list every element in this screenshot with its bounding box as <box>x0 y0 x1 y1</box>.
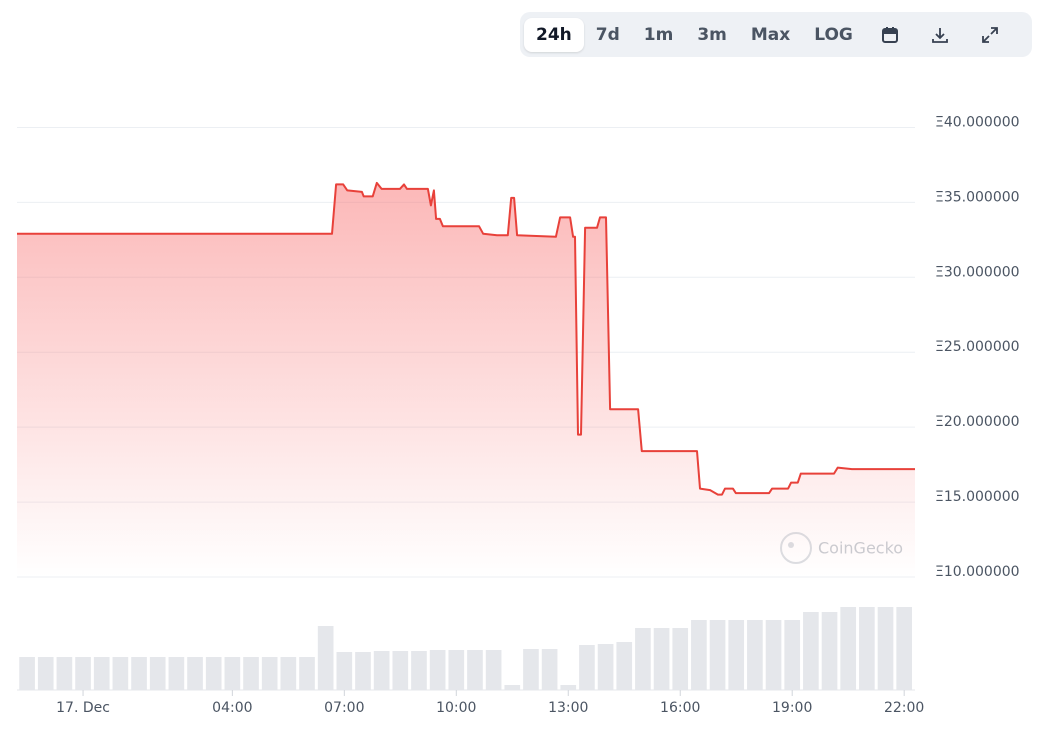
calendar-button[interactable] <box>865 18 915 52</box>
volume-bar <box>429 650 446 690</box>
volume-bar <box>355 652 371 690</box>
watermark: CoinGecko <box>780 532 903 564</box>
volume-bar <box>373 651 390 690</box>
x-tick-label: 17. Dec <box>56 700 110 716</box>
volume-bar <box>616 642 633 690</box>
volume-bar <box>635 628 651 690</box>
volume-bar <box>168 657 185 690</box>
volume-bar <box>112 657 129 690</box>
fullscreen-icon <box>981 26 998 43</box>
volume-bar <box>261 657 278 690</box>
download-button[interactable] <box>915 18 965 52</box>
volume-bar <box>672 628 689 690</box>
volume-bar <box>709 620 726 690</box>
range-button[interactable]: Max <box>750 24 791 45</box>
volume-bar <box>448 650 465 690</box>
area <box>17 182 915 577</box>
volume-bar <box>560 685 577 690</box>
volume-bar <box>485 650 502 690</box>
x-tick-label: 10:00 <box>436 700 476 716</box>
x-tick-label: 16:00 <box>660 700 700 716</box>
volume-bar <box>896 607 913 690</box>
y-tick-label: Ξ10.000000 <box>935 564 1020 580</box>
volume-bar <box>765 620 782 690</box>
y-tick-label: Ξ35.000000 <box>935 189 1020 205</box>
range-button[interactable]: 7d <box>595 24 620 45</box>
volume-bar <box>243 657 259 690</box>
volume-bar <box>75 657 91 690</box>
volume-bar <box>93 657 110 690</box>
volume-bar <box>280 657 297 690</box>
volume-bar <box>131 657 147 690</box>
volume-bar <box>37 657 54 690</box>
volume-bar <box>56 657 73 690</box>
range-button[interactable]: 1m <box>643 24 674 45</box>
volume-bar <box>691 620 707 690</box>
volume-bar <box>747 620 763 690</box>
volume-bar <box>411 651 427 690</box>
volume-bar <box>187 657 203 690</box>
volume-bar <box>504 685 521 690</box>
x-tick-label: 07:00 <box>324 700 364 716</box>
fullscreen-button[interactable] <box>965 18 1015 52</box>
range-button[interactable]: 3m <box>697 24 727 45</box>
volume-bar <box>877 607 894 690</box>
volume-bar <box>728 620 745 690</box>
y-tick-label: Ξ30.000000 <box>935 264 1020 280</box>
volume-bar <box>579 645 595 690</box>
toolbar: 24h 7d 1m 3m Max LOG <box>520 12 1032 57</box>
volume-bar <box>523 649 539 690</box>
volume-bar <box>821 612 838 690</box>
download-icon <box>931 27 948 43</box>
x-tick-label: 04:00 <box>212 700 252 716</box>
volume-bar <box>336 652 353 690</box>
volume-bar <box>840 607 857 690</box>
x-tick-label: 19:00 <box>772 700 812 716</box>
x-tick-label: 22:00 <box>884 700 924 716</box>
range-button[interactable]: 24h <box>524 17 584 52</box>
y-tick-label: Ξ20.000000 <box>935 414 1020 430</box>
x-tick-label: 13:00 <box>548 700 588 716</box>
watermark-text: CoinGecko <box>818 539 903 558</box>
volume-bar <box>149 657 166 690</box>
y-tick-label: Ξ25.000000 <box>935 339 1020 355</box>
volume-bar <box>317 626 334 690</box>
volume-bar <box>19 657 35 690</box>
volume-bar <box>541 649 558 690</box>
log-button[interactable]: LOG <box>814 24 853 45</box>
volume-bar <box>597 644 614 690</box>
volume-bar <box>803 612 819 690</box>
volume-bar <box>205 657 222 690</box>
volume-bar <box>467 650 483 690</box>
price-line <box>17 181 915 496</box>
volume-bar <box>224 657 241 690</box>
volume-bar <box>392 651 409 690</box>
volume-bar <box>859 607 875 690</box>
volume-bar <box>784 620 801 690</box>
y-tick-label: Ξ15.000000 <box>935 489 1020 505</box>
volume-bar <box>299 657 315 690</box>
volume-bar <box>653 628 670 690</box>
calendar-icon <box>881 26 898 43</box>
y-tick-label: Ξ40.000000 <box>935 114 1020 130</box>
